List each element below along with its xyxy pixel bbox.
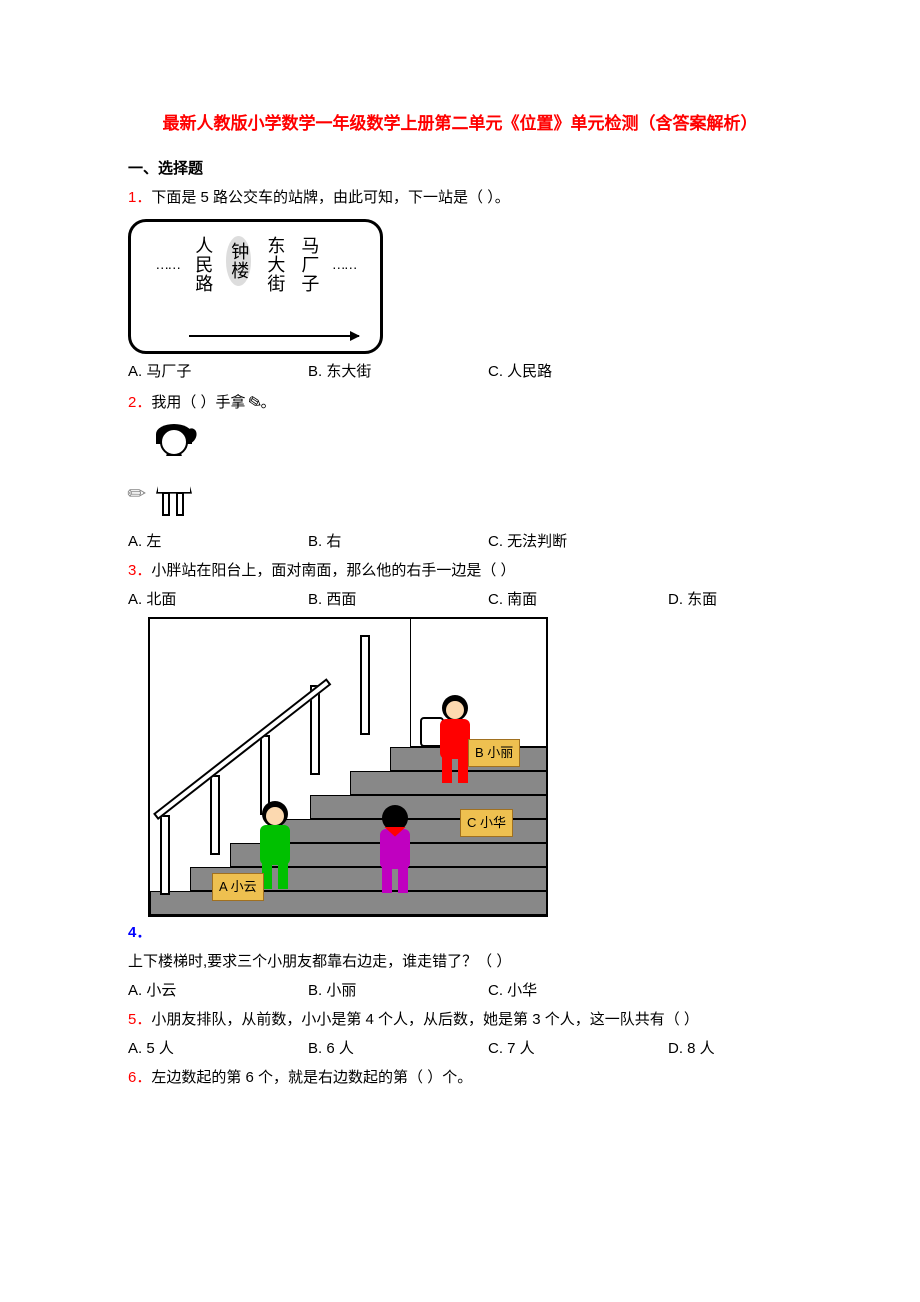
direction-arrow-icon [189, 335, 359, 337]
q2-option-b: B. 右 [308, 528, 488, 555]
q5-text: 小朋友排队，从前数，小小是第 4 个人，从后数，她是第 3 个人，这一队共有（ … [151, 1011, 699, 1028]
q1-options: A. 马厂子 B. 东大街 C. 人民路 [128, 358, 792, 385]
stop-renminlu: 人民路 [192, 236, 214, 293]
q5-option-a: A. 5 人 [128, 1035, 308, 1062]
q2-number: 2． [128, 394, 151, 411]
document-title: 最新人教版小学数学一年级数学上册第二单元《位置》单元检测（含答案解析） [128, 110, 792, 137]
q3-option-a: A. 北面 [128, 586, 308, 613]
section-header-1: 一、选择题 [128, 155, 792, 182]
label-xiaoli: B 小丽 [468, 739, 520, 766]
q4-option-a: A. 小云 [128, 977, 308, 1004]
q5-option-c: C. 7 人 [488, 1035, 668, 1062]
q4-text-line: 上下楼梯时,要求三个小朋友都靠右边走，谁走错了？（ ） [128, 948, 792, 975]
q4-options: A. 小云 B. 小丽 C. 小华 [128, 977, 792, 1004]
question-3: 3．小胖站在阳台上，面对南面，那么他的右手一边是（ ） [128, 557, 792, 584]
kid-xiaohua [370, 805, 420, 895]
q3-options: A. 北面 B. 西面 C. 南面 D. 东面 [128, 586, 792, 613]
q5-option-d: D. 8 人 [668, 1035, 715, 1062]
question-1: 1．下面是 5 路公交车的站牌，由此可知，下一站是（ ）。 [128, 184, 792, 211]
q1-text: 下面是 5 路公交车的站牌，由此可知，下一站是（ ）。 [151, 189, 509, 206]
q3-text: 小胖站在阳台上，面对南面，那么他的右手一边是（ ） [151, 562, 515, 579]
q2-text-pre: 我用（ ）手拿 [151, 394, 245, 411]
bus-sign-image: …… 人民路 钟楼 东大街 马厂子 …… [128, 219, 383, 354]
dots-left: …… [155, 252, 179, 277]
q3-option-c: C. 南面 [488, 586, 668, 613]
q6-text: 左边数起的第 6 个，就是右边数起的第（ ）个。 [151, 1069, 472, 1086]
q3-option-d: D. 东面 [668, 586, 717, 613]
q1-option-a: A. 马厂子 [128, 358, 308, 385]
stairs-image: A 小云 B 小丽 C 小华 [148, 617, 548, 917]
q1-option-b: B. 东大街 [308, 358, 488, 385]
question-6: 6．左边数起的第 6 个，就是右边数起的第（ ）个。 [128, 1064, 792, 1091]
q5-option-b: B. 6 人 [308, 1035, 488, 1062]
stop-machangzi: 马厂子 [298, 236, 320, 293]
question-5: 5．小朋友排队，从前数，小小是第 4 个人，从后数，她是第 3 个人，这一队共有… [128, 1006, 792, 1033]
q1-number: 1． [128, 189, 151, 206]
q1-option-c: C. 人民路 [488, 358, 668, 385]
question-2: 2．我用（ ）手拿✎。 [128, 387, 792, 419]
girl-image: ✎ [128, 424, 208, 524]
q3-option-b: B. 西面 [308, 586, 488, 613]
question-4: 4． [128, 919, 792, 946]
q4-option-b: B. 小丽 [308, 977, 488, 1004]
q3-number: 3． [128, 562, 151, 579]
label-xiaoyun: A 小云 [212, 873, 264, 900]
stop-zhonglou: 钟楼 [226, 236, 252, 286]
q4-text: 上下楼梯时,要求三个小朋友都靠右边走，谁走错了？（ ） [128, 953, 511, 970]
label-xiaohua: C 小华 [460, 809, 513, 836]
q4-number: 4． [128, 924, 151, 941]
q5-options: A. 5 人 B. 6 人 C. 7 人 D. 8 人 [128, 1035, 792, 1062]
q2-option-c: C. 无法判断 [488, 528, 668, 555]
q5-number: 5． [128, 1011, 151, 1028]
stop-dongdajie: 东大街 [264, 236, 286, 293]
q4-option-c: C. 小华 [488, 977, 668, 1004]
q2-options: A. 左 B. 右 C. 无法判断 [128, 528, 792, 555]
q6-number: 6． [128, 1069, 151, 1086]
pen-near-girl-icon: ✎ [117, 473, 158, 514]
dots-right: …… [332, 252, 356, 277]
q2-option-a: A. 左 [128, 528, 308, 555]
